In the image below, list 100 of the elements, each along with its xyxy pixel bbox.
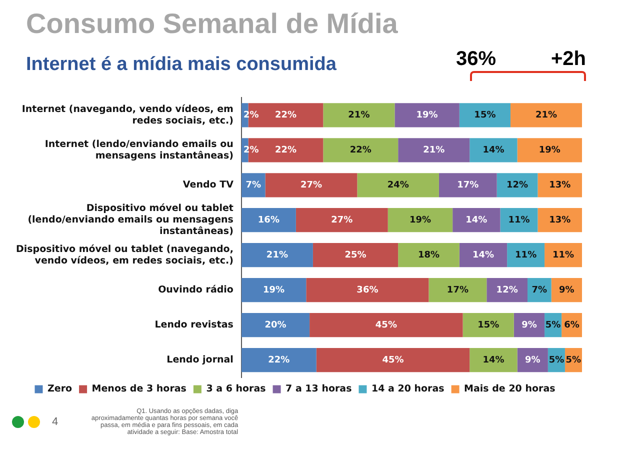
bar [312,243,398,268]
data-label: 12% [496,285,518,296]
data-label: 22% [274,146,296,156]
bar [398,243,460,268]
legend-label: Zero [47,384,73,395]
data-label: 7% [532,285,548,296]
data-label: 14% [472,250,494,260]
bar [459,243,508,268]
text: 4 [52,416,58,428]
bar [241,312,310,338]
data-label: 7% [246,180,262,190]
data-label: 13% [549,215,571,226]
data-label: 5% [566,355,581,366]
y-tick-label: Internet (navegando, vendo vídeos, em redes sociais, etc.) [22,104,234,126]
data-label: 9% [524,355,540,366]
text: +2h [550,48,586,71]
bar [496,173,538,198]
bar [514,312,545,338]
bar [241,173,266,198]
y-tick-label: Lendo revistas [154,320,234,331]
data-label: 11% [552,250,574,260]
data-label: 25% [344,250,366,260]
data-label: 11% [508,215,530,226]
legend-label: Mais de 20 horas [464,384,556,395]
bar [306,278,429,302]
data-label: 14% [482,355,504,366]
data-label: 16% [258,215,280,226]
data-label: 13% [549,180,571,190]
data-label: 17% [446,285,468,296]
data-label: 21% [348,110,370,121]
data-label: 19% [538,146,560,156]
bar [323,103,395,128]
bar [452,208,500,232]
data-label: 36% [356,285,378,296]
data-label: 15% [478,320,500,330]
data-label: 9% [522,320,537,330]
data-label: 14% [466,215,488,226]
data-label: 5% [548,355,564,366]
data-label: 21% [266,250,288,260]
data-label: 6% [564,320,580,330]
bar [241,208,296,232]
bar [323,138,398,162]
bar [551,278,582,302]
bar [428,278,487,302]
bar [316,348,470,372]
data-label: 19% [409,215,432,226]
bar [470,348,518,372]
y-tick-label: Vendo TV [182,180,234,191]
data-label: 22% [350,146,372,156]
y-tick-label: Ouvindo rádio [158,284,234,296]
data-label: 17% [457,180,479,190]
bar [544,243,582,268]
legend-label: Menos de 3 horas [92,384,187,395]
data-label: 19% [416,110,438,121]
bar [500,208,538,232]
bar [470,138,518,162]
data-label: 27% [300,180,322,190]
data-label: 5% [545,320,561,330]
legend-label: 14 a 20 horas [371,384,445,395]
bar [507,243,545,268]
bar [265,173,358,198]
data-label: 19% [263,285,285,296]
bar [438,173,497,198]
data-label: 22% [274,110,296,121]
data-label: 9% [559,285,574,296]
data-label: 20% [264,320,286,330]
bar [296,208,388,232]
data-label: 45% [375,320,397,330]
bar [394,103,460,128]
data-label: 12% [506,180,528,190]
data-label: 21% [535,110,558,121]
chart-subtitle: Internet é a mídia mais consumida [25,54,336,77]
data-label: 14% [482,146,504,156]
bar [517,138,582,162]
data-label: 15% [474,110,496,121]
bar [459,103,510,128]
text: 36% [456,48,496,71]
bar [310,312,463,338]
bar [398,138,470,162]
bar [357,173,439,198]
data-label: 21% [423,146,445,156]
chart-title: Consumo Semanal de Mídia [25,8,399,40]
data-label: 24% [387,180,409,190]
data-label: 22% [268,355,290,366]
y-tick-label: Dispositivo móvel ou tablet (navegando, vendo vídeos, em redes sociais, etc.) [16,244,234,266]
bar [462,312,514,338]
legend-label: 7 a 13 horas [286,384,352,395]
data-label: 18% [418,250,440,260]
bar [388,208,453,232]
y-tick-label: Lendo jornal [166,354,234,366]
bar [510,103,582,128]
bar [528,278,552,302]
bar [241,348,316,372]
bar [538,173,582,198]
bar [517,348,548,372]
data-label: 45% [382,355,404,366]
bar [241,243,313,268]
y-tick-label: Dispositivo móvel ou tablet (lendo/enviando emails ou mensagens instantâneas) [28,203,234,237]
bar [486,278,528,302]
y-tick-label: Internet (lendo/enviando emails ou mensagens instantâneas) [44,138,234,162]
